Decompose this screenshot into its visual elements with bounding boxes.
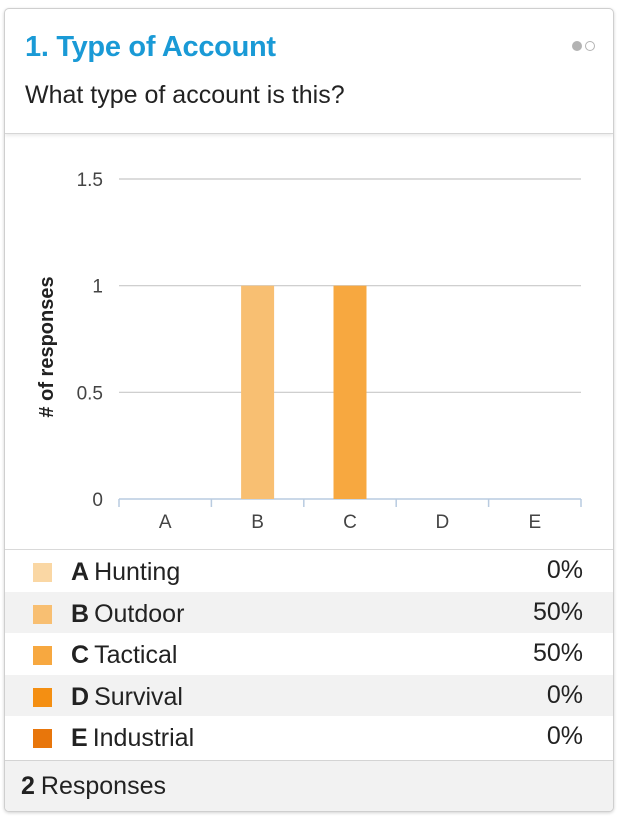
x-tick-label: C — [343, 512, 357, 533]
pager-dot-inactive-icon[interactable] — [585, 41, 595, 51]
x-tick-label: D — [436, 512, 450, 533]
bar-chart-svg: 0 0.5 1 1.5 A B C D E # of responses — [36, 170, 582, 533]
legend-label: A Hunting — [71, 558, 180, 587]
legend-label: C Tactical — [71, 641, 177, 670]
legend-row-a: A Hunting 0% — [5, 550, 613, 592]
x-tick-label: B — [251, 512, 264, 533]
legend-label: B Outdoor — [71, 600, 184, 629]
legend-text: Survival — [94, 682, 183, 711]
legend-letter: D — [71, 682, 90, 711]
legend-row-c: C Tactical 50% — [5, 633, 613, 675]
legend-row-e: E Industrial 0% — [5, 716, 613, 758]
legend-swatch — [33, 729, 52, 749]
question-title: 1. Type of Account — [25, 31, 276, 63]
y-tick-label: 1.5 — [77, 170, 103, 191]
legend-letter: A — [71, 558, 90, 586]
x-tick-label: A — [159, 512, 172, 533]
legend-letter: E — [71, 724, 88, 753]
responses-summary: 2 Responses — [21, 772, 166, 801]
legend-percent: 50% — [532, 639, 583, 668]
legend-swatch — [33, 604, 52, 624]
y-tick-label: 0.5 — [77, 383, 103, 404]
legend-swatch — [33, 687, 52, 707]
legend-text: Industrial — [92, 724, 195, 753]
legend-label: E Industrial — [71, 724, 194, 753]
legend-percent: 0% — [546, 556, 583, 584]
bar-chart: 0 0.5 1 1.5 A B C D E # of responses — [5, 135, 613, 549]
legend-text: Outdoor — [94, 599, 185, 628]
pager-dot-active-icon[interactable] — [572, 41, 582, 51]
legend-letter: B — [71, 599, 90, 628]
legend-text: Hunting — [94, 558, 181, 586]
x-tick-label: E — [528, 512, 541, 533]
bar-c — [333, 285, 367, 499]
pager-dots[interactable] — [572, 41, 595, 51]
responses-label: Responses — [40, 772, 166, 800]
y-tick-label: 1 — [92, 277, 103, 298]
legend-percent: 50% — [532, 597, 583, 626]
legend-list: A Hunting 0% B Outdoor 50% C Tactical 50% D… — [5, 549, 613, 758]
question-header: 1. Type of Account What type of account … — [5, 9, 613, 134]
legend-letter: C — [71, 641, 90, 670]
legend-row-b: B Outdoor 50% — [5, 591, 613, 634]
y-axis-label: # of responses — [36, 276, 58, 417]
bar-b — [241, 285, 275, 499]
question-subtitle: What type of account is this? — [25, 81, 345, 109]
legend-percent: 0% — [546, 680, 583, 709]
responses-count: 2 — [21, 772, 35, 800]
legend-row-d: D Survival 0% — [5, 674, 613, 717]
legend-text: Tactical — [94, 641, 178, 670]
question-card: 1. Type of Account What type of account … — [4, 8, 614, 812]
legend-swatch — [33, 563, 52, 582]
y-tick-label: 0 — [92, 490, 103, 511]
legend-label: D Survival — [71, 683, 183, 712]
legend-percent: 0% — [546, 722, 583, 751]
responses-footer: 2 Responses — [5, 760, 613, 811]
legend-swatch — [33, 646, 52, 666]
